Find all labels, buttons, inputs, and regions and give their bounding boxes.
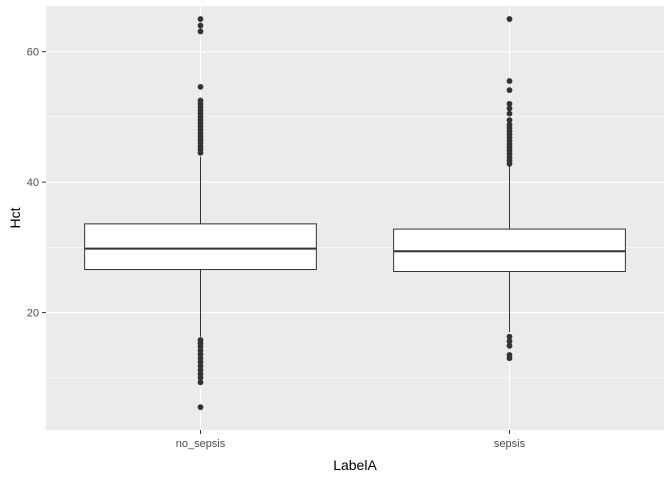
outlier-point: [197, 97, 204, 104]
outlier-point: [197, 16, 204, 22]
outlier-point: [197, 22, 204, 29]
y-tick-label: 60: [27, 47, 39, 59]
outlier-point: [197, 337, 204, 343]
outlier-point: [506, 78, 513, 84]
outlier-point: [506, 342, 513, 349]
outlier-point: [506, 121, 513, 128]
y-axis-title: Hct: [7, 207, 23, 228]
outlier-point: [506, 117, 513, 124]
outlier-point: [506, 16, 513, 22]
outlier-point: [506, 87, 513, 94]
outlier-point: [197, 404, 204, 411]
x-tick-label: sepsis: [494, 438, 526, 450]
iqr-box: [84, 223, 317, 271]
plot-panel: [46, 6, 664, 430]
outlier-point: [506, 355, 513, 362]
boxes: [84, 16, 626, 411]
outlier-point: [197, 28, 204, 35]
outlier-point: [506, 100, 513, 107]
axis-ticks: 20 40 60 no_sepsis sepsis: [27, 47, 526, 450]
x-axis-title: LabelA: [333, 457, 377, 473]
outlier-point: [506, 333, 513, 340]
y-tick-label: 40: [27, 177, 39, 189]
outlier-point: [506, 105, 513, 112]
outlier-point: [197, 83, 204, 90]
box-sepsis: [393, 16, 626, 362]
outlier-point: [506, 338, 513, 345]
box-no_sepsis: [84, 16, 317, 411]
x-tick-label: no_sepsis: [176, 438, 226, 450]
outlier-point: [506, 110, 513, 117]
outlier-point: [197, 379, 204, 386]
y-tick-label: 20: [27, 308, 39, 320]
